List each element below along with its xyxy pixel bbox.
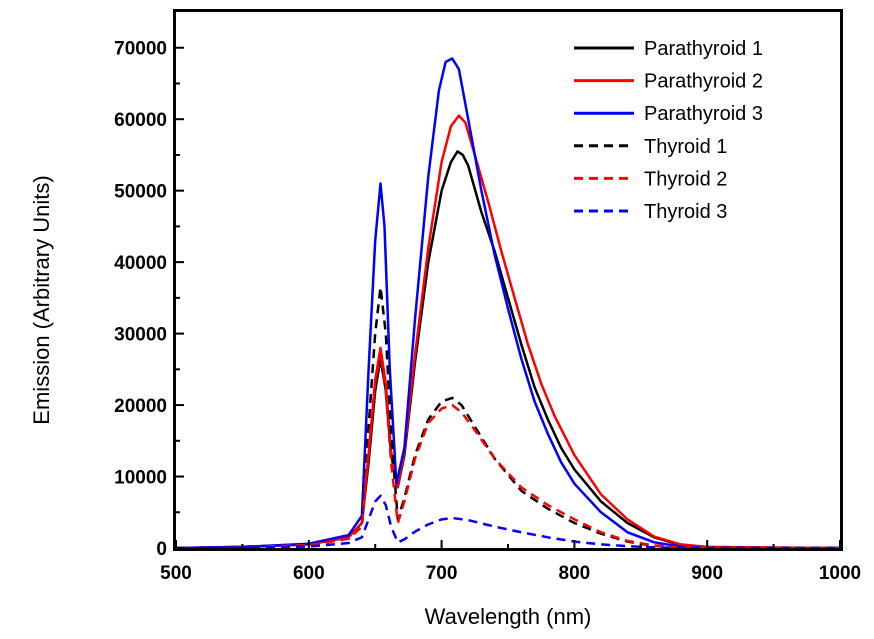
legend-label: Thyroid 3 [644,201,727,223]
legend-label: Parathyroid 3 [644,103,763,125]
legend-item: Parathyroid 2 [574,71,763,93]
y-tick-label: 10000 [114,468,167,489]
y-tick-label: 60000 [114,110,167,131]
legend-item: Thyroid 3 [574,201,727,223]
tick-labels: 500 600 700 800 900 1000010000200003000040000… [114,39,861,584]
x-tick-label: 800 [559,563,591,584]
legend-label: Parathyroid 2 [644,71,763,93]
x-tick-label: 900 [691,563,723,584]
legend: Parathyroid 1 Parathyroid 2 Parathyroid 3 T… [574,38,763,223]
y-tick-label: 50000 [114,182,167,203]
y-tick-label: 20000 [114,396,167,417]
x-axis-title: Wavelength (nm) [425,604,592,629]
series-line-3 [175,57,841,550]
x-tick-label: 1000 [819,563,861,584]
legend-label: Parathyroid 1 [644,38,763,60]
series-line-4 [175,285,841,550]
series-line-6 [175,494,841,550]
y-tick-label: 30000 [114,325,167,346]
legend-item: Parathyroid 3 [574,103,763,125]
legend-label: Thyroid 1 [644,136,727,158]
plot-series [175,57,841,550]
x-tick-label: 500 [160,563,192,584]
legend-item: Parathyroid 1 [574,38,763,60]
x-tick-label: 700 [426,563,458,584]
series-line-2 [175,114,841,550]
series-line-5 [175,350,841,550]
y-tick-label: 0 [156,539,167,560]
y-tick-label: 40000 [114,253,167,274]
legend-label: Thyroid 2 [644,168,727,190]
series-line-1 [175,150,841,550]
legend-item: Thyroid 1 [574,136,727,158]
y-axis-title: Emission (Arbitrary Units) [29,175,54,424]
plot-frame [173,9,843,551]
legend-item: Thyroid 2 [574,168,727,190]
x-tick-label: 600 [293,563,325,584]
y-tick-label: 70000 [114,39,167,60]
